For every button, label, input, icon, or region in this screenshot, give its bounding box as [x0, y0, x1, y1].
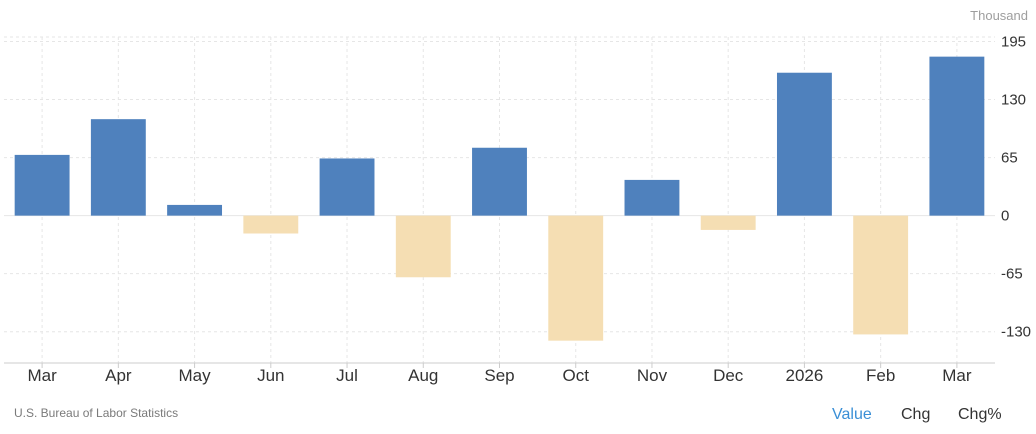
bar-sep[interactable]	[472, 148, 527, 216]
y-tick-label: 195	[1001, 33, 1026, 50]
bar-apr[interactable]	[91, 119, 146, 215]
x-tick-label: Feb	[866, 366, 895, 385]
x-tick-label: Jun	[257, 366, 284, 385]
bar-may[interactable]	[167, 205, 222, 216]
x-tick-label: Mar	[27, 366, 57, 385]
bar-jul[interactable]	[320, 158, 375, 215]
unit-label: Thousand	[970, 8, 1028, 23]
x-tick-label: Jul	[336, 366, 358, 385]
y-tick-label: -65	[1001, 266, 1023, 283]
source-label: U.S. Bureau of Labor Statistics	[14, 406, 178, 420]
bar-dec[interactable]	[701, 216, 756, 230]
x-tick-label: Dec	[713, 366, 744, 385]
bar-oct[interactable]	[548, 216, 603, 341]
bar-mar[interactable]	[15, 155, 70, 216]
x-tick-label: Mar	[942, 366, 972, 385]
x-tick-label: Oct	[563, 366, 590, 385]
y-tick-label: -130	[1001, 324, 1031, 341]
change-percent-toggle[interactable]: Chg%	[958, 406, 1002, 424]
change-toggle[interactable]: Chg	[901, 406, 930, 424]
x-tick-label: Sep	[484, 366, 514, 385]
bar-chart: 195 130 65 0 -65 -130 Mar Apr May Jun Jul Aug Sep Oct…	[0, 0, 1036, 400]
x-tick-label: 2026	[786, 366, 824, 385]
y-tick-label: 0	[1001, 208, 1009, 225]
bar-aug[interactable]	[396, 216, 451, 278]
x-tick-label: May	[179, 366, 212, 385]
x-tick-label: Aug	[408, 366, 438, 385]
bar-2026[interactable]	[777, 73, 832, 216]
bar-jun[interactable]	[243, 216, 298, 234]
bar-nov[interactable]	[625, 180, 680, 216]
bar-mar[interactable]	[929, 57, 984, 216]
y-tick-label: 130	[1001, 92, 1026, 109]
x-tick-label: Apr	[105, 366, 132, 385]
bar-feb[interactable]	[853, 216, 908, 335]
value-toggle[interactable]: Value	[832, 406, 872, 424]
x-tick-label: Nov	[637, 366, 668, 385]
y-tick-label: 65	[1001, 150, 1018, 167]
